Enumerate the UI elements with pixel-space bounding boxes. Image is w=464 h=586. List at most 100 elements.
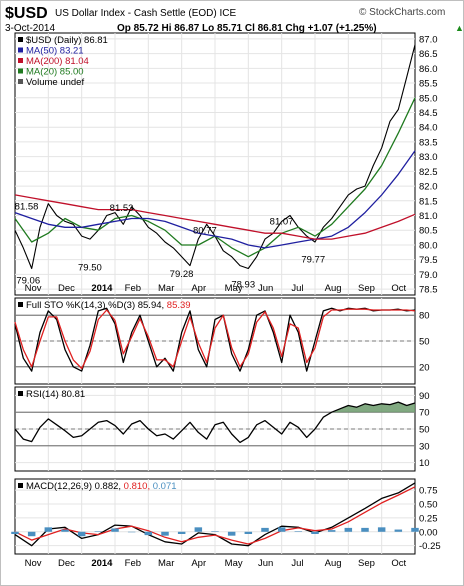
chart-date: 3-Oct-2014	[5, 23, 56, 34]
legend-entry: 0.810,	[121, 481, 150, 492]
legend-entry: MACD(12,26,9) 0.882,	[26, 481, 121, 492]
y-tick-label: 30	[419, 441, 430, 452]
x-tick-label: Aug	[325, 558, 342, 569]
y-tick-label: 0.50	[419, 500, 438, 511]
k-series-line	[14, 307, 416, 372]
legend-entry: MA(20) 85.00	[26, 67, 84, 78]
macd-histogram-bar	[244, 531, 253, 534]
y-tick-label: 50	[419, 425, 430, 436]
legend-swatch	[18, 391, 23, 396]
x-tick-label: Nov	[25, 558, 42, 569]
x-tick-label: Mar	[158, 558, 174, 569]
price-annotation: 79.06	[16, 276, 40, 287]
y-tick-label: 0.25	[419, 513, 438, 524]
macd-histogram-bar	[144, 531, 153, 536]
macd-histogram-bar	[377, 527, 386, 532]
price-annotation: 81.53	[110, 203, 134, 214]
legend-swatch	[18, 483, 23, 488]
y-tick-label: 78.5	[419, 285, 438, 296]
ma200-series-line	[14, 194, 416, 240]
macd-histogram-bar	[361, 527, 369, 532]
x-tick-label: 2014	[91, 283, 113, 294]
legend-entry: MA(50) 83.21	[26, 46, 84, 57]
x-tick-label: Sep	[358, 558, 375, 569]
y-tick-label: 90	[419, 391, 430, 402]
x-tick-label: Mar	[158, 283, 174, 294]
macd-histogram-bar	[111, 528, 119, 532]
panel-price: 78.5 79.0 79.5 80.0 80.5 81.0 81.5 82.0 82.5 83.0…	[14, 32, 438, 296]
price-annotation: 81.07	[270, 216, 294, 227]
macd-histogram-bar	[227, 531, 236, 536]
macd-histogram-bar	[394, 529, 403, 532]
macd-histogram-bar	[94, 531, 103, 532]
legend-entry: 85.39	[164, 300, 190, 311]
price-annotation: 79.77	[301, 255, 325, 266]
y-tick-label: 86.5	[419, 49, 438, 60]
legend-swatch	[18, 68, 23, 74]
macd-histogram-bar	[261, 527, 269, 532]
macd-histogram-bar	[194, 527, 203, 532]
y-tick-label: 0.00	[419, 527, 438, 538]
instrument-name: US Dollar Index - Cash Settle (EOD) ICE	[55, 8, 237, 19]
macd-histogram-bar	[277, 527, 286, 532]
legend-entry: Full STO %K(14,3) %D(3) 85.94,	[26, 300, 164, 311]
legend-swatch	[18, 302, 23, 307]
rsi-overbought-fill	[15, 402, 415, 413]
x-tick-label: Aug	[325, 283, 342, 294]
x-tick-label: Oct	[391, 558, 406, 569]
macd-histogram-bar	[327, 530, 336, 532]
legend-swatch	[18, 37, 23, 42]
y-tick-label: 80.0	[419, 240, 438, 251]
y-tick-label: 81.0	[419, 211, 438, 222]
y-tick-label: 81.5	[419, 196, 438, 207]
y-tick-label: 80	[419, 311, 430, 322]
x-tick-label: Feb	[125, 558, 141, 569]
chart-symbol: $USD	[5, 5, 48, 22]
x-tick-label: May	[225, 283, 243, 294]
macd-histogram-bar	[44, 527, 53, 532]
x-tick-label: Jun	[258, 558, 273, 569]
price-annotation: 78.93	[231, 279, 255, 290]
x-tick-label: 2014	[91, 558, 113, 569]
y-tick-label: 83.0	[419, 152, 438, 163]
x-tick-label: Nov	[25, 283, 42, 294]
legend-entry: Volume undef	[26, 77, 84, 88]
y-tick-label: 79.0	[419, 270, 438, 281]
macd-histogram-bar	[411, 527, 419, 532]
x-tick-label: Dec	[58, 558, 75, 569]
x-tick-label: Feb	[125, 283, 141, 294]
macd-histogram-bar	[161, 531, 169, 536]
y-tick-label: 70	[419, 408, 430, 419]
y-tick-label: 20	[419, 362, 430, 373]
legend-swatch	[18, 79, 23, 84]
legend-entry: 0.071	[150, 481, 176, 492]
price-annotation: 79.50	[78, 263, 102, 274]
macd-histogram-bar	[294, 531, 303, 532]
price-annotation: 79.28	[170, 269, 194, 280]
legend-entry: $USD (Daily) 86.81	[26, 35, 108, 46]
y-tick-label: 79.5	[419, 255, 438, 266]
y-tick-label: 82.5	[419, 167, 438, 178]
d-series-line	[14, 308, 416, 370]
ma50-series-line	[14, 150, 416, 249]
indicator-legend: MACD(12,26,9) 0.882, 0.810, 0.071	[26, 481, 177, 492]
macd-histogram-bar	[177, 531, 186, 534]
y-tick-label: 82.0	[419, 182, 438, 193]
x-tick-label: Apr	[191, 558, 206, 569]
y-tick-label: 85.5	[419, 79, 438, 90]
y-tick-label: 86.0	[419, 64, 438, 75]
y-tick-label: 87.0	[419, 34, 438, 45]
x-tick-label: Apr	[191, 283, 206, 294]
x-tick-label: Jul	[291, 283, 303, 294]
legend-swatch	[18, 58, 23, 63]
x-tick-label: Dec	[58, 283, 75, 294]
price-annotation: 81.58	[15, 201, 39, 212]
panel-stochastic: 20 50 80 Full STO %K(14,3) %D(3) 85.94, 85.…	[14, 297, 430, 385]
indicator-legend: Full STO %K(14,3) %D(3) 85.94, 85.39	[26, 300, 191, 311]
macd-histogram-bar	[27, 531, 36, 537]
y-tick-label: -0.25	[419, 541, 441, 552]
macd-histogram-bar	[211, 531, 219, 532]
indicator-legend: RSI(14) 80.81	[26, 389, 85, 400]
